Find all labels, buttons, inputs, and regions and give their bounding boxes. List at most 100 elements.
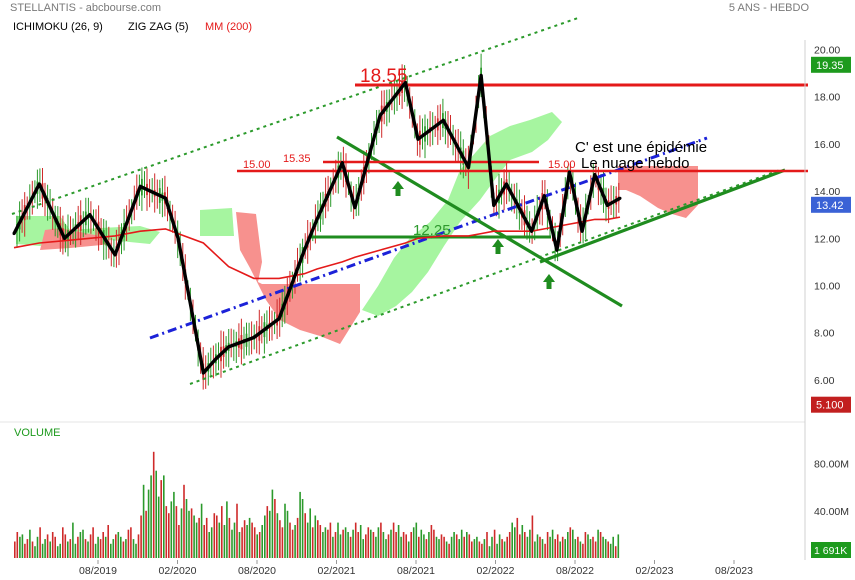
- volume-bar: [536, 534, 539, 558]
- indicator-zigzag[interactable]: ZIG ZAG (5): [128, 21, 189, 33]
- volume-bar: [26, 539, 29, 558]
- zigzag-point: [378, 114, 382, 117]
- volume-bar: [617, 534, 620, 558]
- price-axis: 6.00 8.00 10.00 12.00 14.00 16.00 18.00 20.00 19…: [0, 40, 851, 560]
- volume-bar: [180, 508, 183, 558]
- volume-bar: [193, 515, 195, 558]
- volume-bar: [382, 532, 385, 558]
- volume-bar: [69, 539, 72, 558]
- zigzag-point: [37, 182, 41, 186]
- volume-bar: [311, 527, 314, 558]
- indicator-ichimoku[interactable]: ICHIMOKU (26, 9): [13, 21, 103, 33]
- volume-bar: [87, 541, 89, 558]
- x-tick-label: 08/2023: [715, 565, 753, 577]
- down-trendline: [336, 135, 623, 308]
- volume-bar: [476, 536, 478, 558]
- annotation-label: 12.25: [413, 222, 451, 239]
- volume-bar: [183, 484, 185, 558]
- volume-bar: [322, 532, 324, 558]
- volume-bar: [216, 515, 218, 558]
- x-tick-label: 08/2021: [397, 565, 435, 577]
- volume-bar: [395, 532, 397, 558]
- volume-bar: [24, 543, 26, 558]
- y-tick-label: 6.00: [814, 375, 835, 387]
- volume-bar: [380, 522, 382, 558]
- volume-bar: [534, 541, 536, 558]
- volume-bar: [443, 536, 445, 558]
- volume-bar: [309, 508, 311, 558]
- volume-bar: [228, 517, 231, 558]
- volume-bar: [145, 510, 147, 558]
- zigzag-point: [441, 118, 445, 122]
- volume-bar: [147, 489, 150, 558]
- volume-bar: [104, 536, 107, 558]
- volume-bar: [39, 527, 41, 558]
- x-tick-label: 02/2020: [159, 565, 197, 577]
- trend-dash-dot-line: [149, 136, 708, 340]
- overlay-lines: [11, 17, 808, 385]
- volume-bar: [506, 536, 508, 558]
- volume-bar: [102, 532, 104, 558]
- volume-bar: [99, 539, 102, 558]
- volume-bar: [599, 532, 602, 558]
- volume-bar: [74, 543, 77, 558]
- volume-bar: [130, 527, 132, 558]
- volume-bar: [519, 534, 521, 558]
- volume-bar: [337, 522, 339, 558]
- volume-bar: [135, 543, 137, 558]
- volume-bar: [324, 527, 327, 558]
- volume-bar: [367, 527, 370, 558]
- volume-bar: [82, 529, 84, 558]
- volume-bar: [226, 501, 228, 558]
- volume-bar: [251, 522, 253, 558]
- volume-bar: [539, 536, 541, 558]
- volume-bar: [165, 506, 168, 558]
- zigzag-point: [302, 248, 306, 252]
- volume-bar: [59, 543, 61, 558]
- volume-bar: [14, 541, 16, 558]
- volume-bar: [435, 536, 438, 558]
- volume-bar: [531, 515, 534, 558]
- volume-bar: [362, 539, 364, 558]
- volume-bar: [314, 515, 317, 558]
- volume-bar: [450, 536, 453, 558]
- chart-period: 5 ANS - HEBDO: [728, 2, 809, 14]
- volume-bar: [276, 513, 279, 558]
- volume-bar: [223, 525, 226, 558]
- volume-bar: [438, 539, 440, 558]
- volume-bar: [375, 536, 377, 558]
- volume-bar: [498, 534, 501, 558]
- volume-bar: [342, 529, 344, 558]
- volume-label: VOLUME: [14, 427, 61, 439]
- volume-bar: [521, 525, 524, 558]
- indicator-mm200[interactable]: MM (200): [205, 21, 253, 33]
- volume-bar: [354, 522, 357, 558]
- annotation-label: C' est une épidémie: [575, 139, 707, 156]
- zigzag-point: [12, 232, 16, 236]
- zigzag-point: [227, 345, 231, 349]
- zigzag-point: [467, 166, 470, 169]
- volume-bar: [392, 522, 395, 558]
- volume-bar: [208, 532, 210, 558]
- volume-bar: [117, 532, 120, 558]
- volume-bar: [407, 541, 410, 558]
- volume-bar: [200, 503, 203, 558]
- volume-bar: [127, 529, 130, 558]
- volume-bar: [264, 515, 266, 558]
- annotation-label: 15.00: [243, 159, 271, 171]
- volume-bar: [178, 525, 180, 558]
- volume-bar: [51, 532, 54, 558]
- volume-bar: [466, 532, 468, 558]
- volume-bar: [561, 536, 564, 558]
- up-trendline: [539, 168, 786, 264]
- volume-bar: [544, 543, 546, 558]
- volume-bar: [190, 508, 193, 558]
- volume-bar: [433, 529, 435, 558]
- volume-bar: [564, 539, 566, 558]
- volume-bar: [541, 539, 544, 558]
- volume-bar: [607, 541, 609, 558]
- volume-bar: [296, 517, 299, 558]
- volume-bar: [253, 527, 256, 558]
